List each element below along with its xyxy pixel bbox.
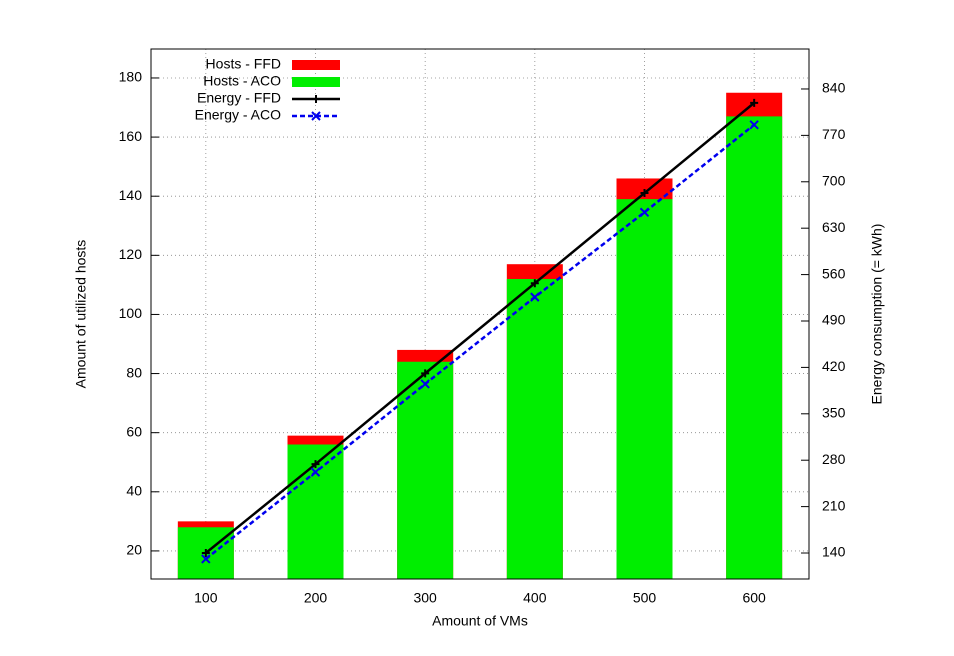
point-marker bbox=[530, 279, 539, 288]
y-tick-label: 160 bbox=[119, 128, 143, 144]
y2-tick-label: 630 bbox=[822, 219, 846, 235]
y2-tick-label: 420 bbox=[822, 358, 846, 374]
y2-tick-label: 840 bbox=[822, 80, 846, 96]
point-marker bbox=[311, 460, 320, 469]
y2-tick-label: 280 bbox=[822, 451, 846, 467]
y2-tick-label: 490 bbox=[822, 312, 846, 328]
bar bbox=[506, 278, 563, 579]
legend-label: Hosts - FFD bbox=[206, 56, 281, 72]
legend-label: Energy - FFD bbox=[197, 90, 281, 106]
point-marker bbox=[420, 379, 430, 389]
legend-swatch bbox=[292, 77, 340, 87]
x-tick-label: 400 bbox=[523, 590, 547, 606]
point-marker bbox=[749, 120, 759, 130]
x-axis-label: Amount of VMs bbox=[432, 613, 528, 629]
y-axis-label: Amount of utilized hosts bbox=[73, 240, 89, 389]
y-tick-label: 140 bbox=[119, 187, 143, 203]
legend-label: Hosts - ACO bbox=[203, 73, 281, 89]
point-marker bbox=[640, 189, 649, 198]
point-marker bbox=[310, 467, 321, 477]
y2-tick-label: 560 bbox=[822, 265, 846, 281]
y-tick-label: 60 bbox=[126, 423, 142, 439]
point-marker bbox=[421, 369, 430, 378]
y-tick-label: 80 bbox=[126, 364, 142, 380]
legend-swatch bbox=[292, 60, 340, 70]
x-tick-label: 200 bbox=[304, 590, 328, 606]
y2-tick-label: 770 bbox=[822, 126, 846, 142]
bar bbox=[726, 116, 783, 580]
point-marker bbox=[312, 95, 320, 103]
point-marker bbox=[311, 111, 321, 121]
y2-tick-label: 210 bbox=[822, 497, 846, 513]
x-tick-label: 300 bbox=[413, 590, 437, 606]
line bbox=[205, 101, 755, 554]
y-tick-label: 40 bbox=[126, 483, 142, 499]
plot-frame bbox=[150, 48, 810, 580]
point-marker bbox=[750, 98, 759, 107]
y2-tick-label: 350 bbox=[822, 405, 846, 421]
x-tick-label: 500 bbox=[633, 590, 657, 606]
y-tick-label: 120 bbox=[119, 246, 143, 262]
point-marker bbox=[639, 207, 650, 217]
point-marker bbox=[201, 549, 210, 558]
line bbox=[205, 123, 755, 560]
y2-tick-label: 140 bbox=[822, 544, 846, 560]
point-marker bbox=[201, 554, 211, 564]
y2-tick-label: 700 bbox=[822, 172, 846, 188]
y-tick-label: 180 bbox=[119, 69, 143, 85]
y-tick-label: 100 bbox=[119, 305, 143, 321]
legend-label: Energy - ACO bbox=[195, 107, 281, 123]
x-tick-label: 100 bbox=[194, 590, 218, 606]
x-tick-label: 600 bbox=[742, 590, 766, 606]
bar bbox=[397, 361, 454, 579]
y2-axis-label: Energy consumption (= kWh) bbox=[869, 224, 885, 405]
y-tick-label: 20 bbox=[126, 542, 142, 558]
point-marker bbox=[530, 292, 540, 302]
bar bbox=[616, 199, 673, 579]
